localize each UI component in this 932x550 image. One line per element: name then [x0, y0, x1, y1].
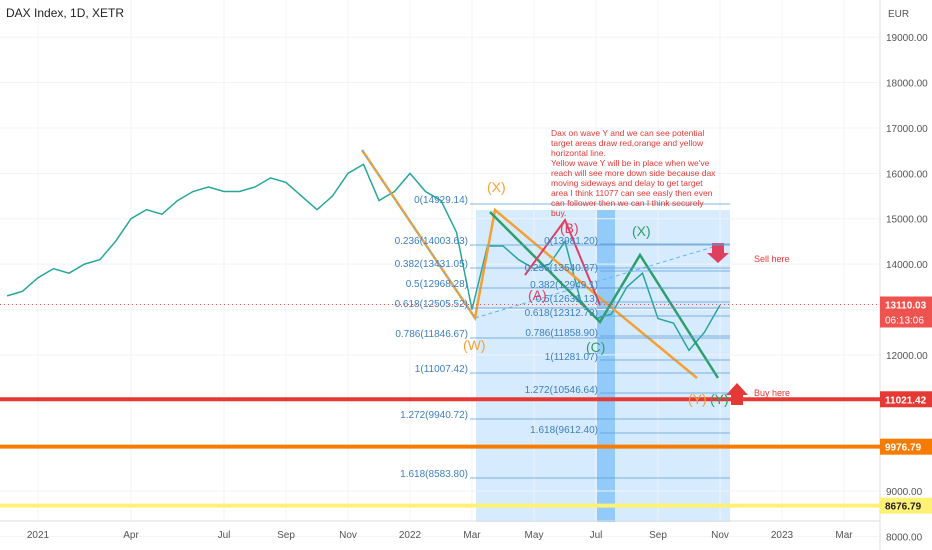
note-line: buy.	[551, 208, 566, 218]
fib-label: 1.272(10546.64)	[525, 385, 598, 396]
fib-label: 0(13981.20)	[544, 236, 598, 247]
y-tick-label: 14000.00	[886, 260, 928, 271]
y-tick-label: 19000.00	[886, 33, 928, 44]
fib-label: 1.272(9940.72)	[400, 410, 468, 421]
wave-label: (C)	[586, 339, 605, 355]
wave-label: (X)	[487, 179, 506, 195]
level-tag	[880, 391, 932, 408]
x-tick-label: 2022	[399, 530, 422, 541]
wave-label: (B)	[560, 220, 579, 236]
note-line: Yellow wave Y will be in place when we'v…	[551, 158, 710, 168]
fib-label: 1.618(8583.80)	[400, 469, 468, 480]
y-tick-label: 16000.00	[886, 169, 928, 180]
wave-label: (W)	[463, 337, 486, 353]
wave-label: (X)	[632, 223, 651, 239]
note-line: Dax on wave Y and we can see potential	[551, 128, 704, 138]
fib-label: 1(11007.42)	[415, 364, 468, 375]
y-tick-label: 18000.00	[886, 79, 928, 90]
box-strip	[597, 210, 615, 522]
note-line: moving sideways and delay to get target	[551, 178, 703, 188]
level-label: 8676.79	[885, 502, 922, 513]
wave-label: (Y)	[710, 391, 729, 407]
x-tick-label: Sep	[277, 530, 295, 541]
fib-label: 0.382(12949.1)	[530, 280, 598, 291]
note-line: target areas draw red,orange and yellow	[551, 138, 704, 148]
wave-green	[489, 211, 720, 379]
countdown: 06:13:06	[885, 316, 924, 327]
sell-arrow	[707, 243, 729, 263]
note-line: can follower then we can I think securel…	[551, 198, 704, 208]
level-label: 11021.42	[885, 395, 927, 406]
fib-label: 1(11281.07)	[545, 352, 598, 363]
level-tag	[880, 296, 932, 313]
x-tick-label: Mar	[835, 530, 853, 541]
x-tick-label: Nov	[711, 530, 729, 541]
title: DAX Index, 1D, XETR	[6, 6, 124, 20]
x-tick-label: Jul	[590, 530, 603, 541]
currency: EUR	[888, 9, 909, 20]
x-tick-label: Apr	[123, 530, 139, 541]
price-line	[6, 163, 721, 352]
x-tick-label: Nov	[339, 530, 357, 541]
fib-label: 0.618(12312.73)	[525, 308, 598, 319]
x-tick-label: May	[525, 530, 544, 541]
buy-label: Buy here	[754, 388, 790, 398]
x-tick-label: 2021	[27, 530, 50, 541]
level-label: 9976.79	[885, 443, 922, 454]
fib-label: 0(14929.14)	[414, 195, 468, 206]
x-tick-label: Sep	[649, 530, 667, 541]
fib-label: 0.236(14003.63)	[395, 236, 468, 247]
fib-label: 0.786(11858.90)	[525, 328, 598, 339]
fib-label: 0.5(12968.28)	[406, 279, 468, 290]
y-tick-label: 8000.00	[886, 532, 923, 543]
y-tick-label: 12000.00	[886, 351, 928, 362]
y-tick-label: 9000.00	[886, 487, 923, 498]
y-tick-label: 15000.00	[886, 215, 928, 226]
fib-label: 0.5(12631.13)	[536, 294, 598, 305]
fib-label: 0.236(13540.37)	[525, 263, 598, 274]
x-tick-label: Mar	[463, 530, 481, 541]
trend	[361, 149, 476, 319]
note-line: horizontal line.	[551, 148, 606, 158]
note-line: reach will see more down side because da…	[551, 168, 716, 178]
x-tick-label: 2023	[771, 530, 794, 541]
fib-label: 0.618(12505.52)	[395, 299, 468, 310]
level-tag	[880, 497, 932, 514]
level-label: 13110.03	[885, 301, 927, 312]
countdown-tag	[880, 312, 932, 328]
wave-label: (Y)	[688, 391, 707, 407]
wave-red	[524, 217, 601, 306]
note-line: area I think 11077 can see easly then ev…	[551, 188, 713, 198]
sell-label: Sell here	[754, 254, 790, 264]
fib-label: 0.786(11846.67)	[395, 329, 468, 340]
y-tick-label: 17000.00	[886, 124, 928, 135]
fib-label: 1.618(9612.40)	[530, 425, 598, 436]
trend	[474, 244, 721, 319]
fib-label: 0.382(13431.05)	[395, 259, 468, 270]
level-tag	[880, 438, 932, 455]
wave-label: (A)	[528, 287, 547, 303]
x-tick-label: Jul	[218, 530, 231, 541]
